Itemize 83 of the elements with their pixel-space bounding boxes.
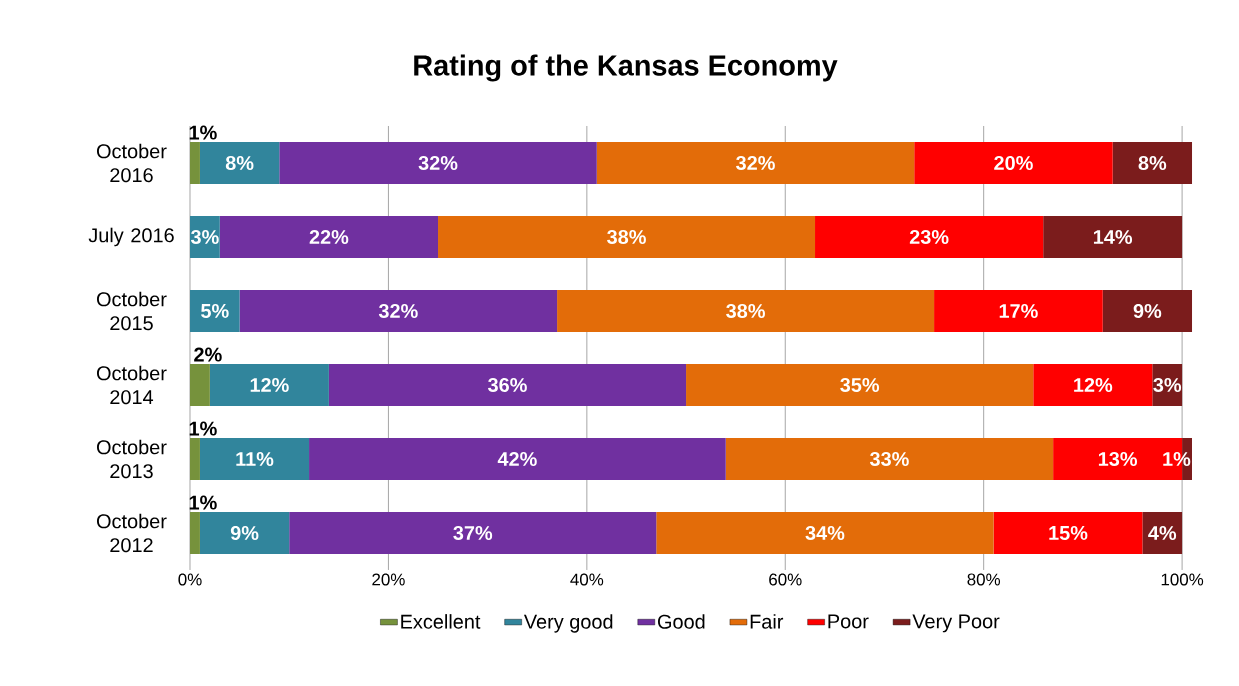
- bar: [239, 289, 558, 332]
- data-label: 5%: [201, 303, 229, 319]
- x-tick-label: 80%: [967, 573, 1001, 586]
- data-label: 12%: [1074, 377, 1113, 393]
- bar: [190, 363, 210, 406]
- data-label: 33%: [869, 451, 909, 467]
- data-label: 3%: [1153, 377, 1182, 393]
- bar: [190, 289, 240, 332]
- x-tick-label: 40%: [570, 573, 604, 586]
- data-label: 14%: [1093, 229, 1133, 244]
- y-tick-label: October 2015: [96, 291, 167, 331]
- data-label: 32%: [378, 303, 418, 319]
- x-tick-label: 20%: [372, 573, 405, 586]
- bar: [199, 141, 280, 184]
- bar: [289, 511, 657, 554]
- legend-label: Very Poor: [912, 614, 1000, 633]
- data-label: 38%: [726, 303, 765, 319]
- data-label: 1%: [1163, 451, 1191, 466]
- bar: [438, 215, 816, 258]
- data-label: 32%: [418, 155, 458, 171]
- data-label: 37%: [453, 525, 493, 541]
- bar: [557, 289, 935, 332]
- y-tick-label: October 2012: [96, 513, 167, 553]
- data-label: 20%: [994, 155, 1033, 171]
- data-label: 12%: [250, 377, 289, 393]
- data-label: 1%: [189, 495, 217, 510]
- bar: [1043, 215, 1183, 258]
- bar: [328, 363, 687, 406]
- data-label: 15%: [1049, 525, 1088, 541]
- legend-label: Very good: [523, 614, 613, 633]
- y-tick-label: October 2014: [96, 365, 167, 405]
- data-label: 13%: [1098, 451, 1138, 467]
- bar: [209, 363, 329, 406]
- bar: [199, 511, 290, 554]
- data-label: 17%: [999, 303, 1038, 318]
- bar: [1112, 141, 1193, 184]
- bar: [934, 289, 1103, 332]
- data-label: 38%: [607, 229, 646, 245]
- legend-label: Excellent: [401, 614, 481, 629]
- data-label: 3%: [190, 229, 219, 245]
- data-label: 9%: [1133, 303, 1162, 319]
- data-label: 34%: [805, 525, 845, 541]
- chart-title: Rating of the Kansas Economy: [414, 54, 838, 82]
- bar: [656, 511, 994, 554]
- bar: [190, 437, 200, 480]
- data-label: 35%: [840, 377, 880, 393]
- bar: [725, 437, 1054, 480]
- data-label: 22%: [309, 229, 349, 245]
- data-label: 11%: [236, 451, 274, 466]
- bar: [914, 141, 1113, 184]
- bar: [1033, 363, 1153, 406]
- x-tick-label: 60%: [769, 573, 802, 586]
- data-label: 36%: [487, 377, 527, 393]
- bar: [596, 141, 915, 184]
- legend-label: Good: [657, 614, 705, 629]
- data-label: 42%: [497, 451, 537, 467]
- bar: [993, 511, 1143, 554]
- x-tick-label: 0%: [178, 573, 202, 586]
- bar: [190, 141, 200, 184]
- bar: [190, 511, 200, 554]
- data-label: 2%: [194, 347, 222, 362]
- x-tick-label: 100%: [1161, 573, 1204, 586]
- data-label: 23%: [909, 229, 949, 245]
- data-label: 1%: [189, 421, 217, 436]
- bar: [686, 363, 1034, 406]
- bar: [309, 437, 726, 480]
- data-label: 9%: [230, 525, 259, 541]
- y-tick-label: July 2016: [88, 227, 174, 247]
- data-label: 4%: [1148, 525, 1177, 540]
- data-label: 32%: [736, 155, 775, 171]
- bar: [219, 215, 439, 258]
- y-tick-label: October 2016: [96, 143, 167, 183]
- data-label: 8%: [1138, 155, 1167, 171]
- bar: [815, 215, 1044, 258]
- bar: [199, 437, 310, 480]
- bar: [1142, 511, 1183, 554]
- legend-label: Poor: [828, 614, 869, 629]
- y-tick-label: October 2013: [96, 439, 167, 479]
- bar: [279, 141, 597, 184]
- data-label: 8%: [225, 155, 254, 171]
- data-label: 1%: [189, 125, 217, 140]
- legend-label: Fair: [750, 614, 784, 629]
- bar: [1102, 289, 1193, 332]
